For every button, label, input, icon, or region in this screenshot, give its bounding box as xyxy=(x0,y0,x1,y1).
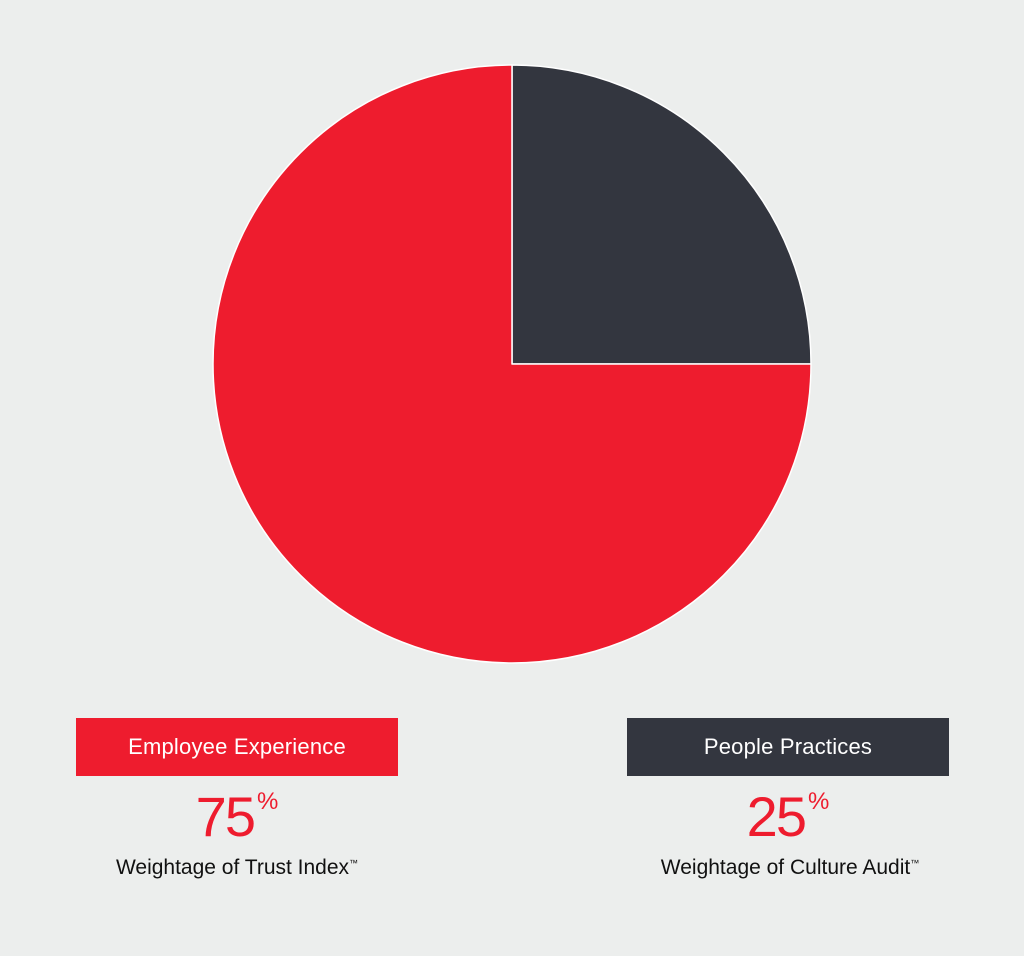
pie-slice-employee-experience xyxy=(212,64,812,664)
people-practices-label-text: People Practices xyxy=(703,734,873,759)
percent-sign: % xyxy=(256,788,279,815)
trademark-symbol: ™ xyxy=(349,858,359,868)
pie-slice-people-practices xyxy=(511,64,812,365)
employee-experience-label: Employee Experience xyxy=(76,718,398,776)
pie-chart xyxy=(212,64,812,664)
trust-index-caption: Weightage of Trust Index™ xyxy=(115,856,359,879)
trademark-symbol: ™ xyxy=(910,858,920,868)
people-practices-percentage: 25% xyxy=(627,784,949,848)
percent-sign: % xyxy=(807,788,830,815)
people-practices-value: 25 xyxy=(746,785,807,848)
people-practices-label: People Practices xyxy=(627,718,949,776)
employee-experience-label-text: Employee Experience xyxy=(128,734,346,759)
culture-audit-caption: Weightage of Culture Audit™ xyxy=(660,856,920,879)
employee-experience-value: 75 xyxy=(195,785,256,848)
employee-experience-percentage: 75% xyxy=(76,784,398,848)
